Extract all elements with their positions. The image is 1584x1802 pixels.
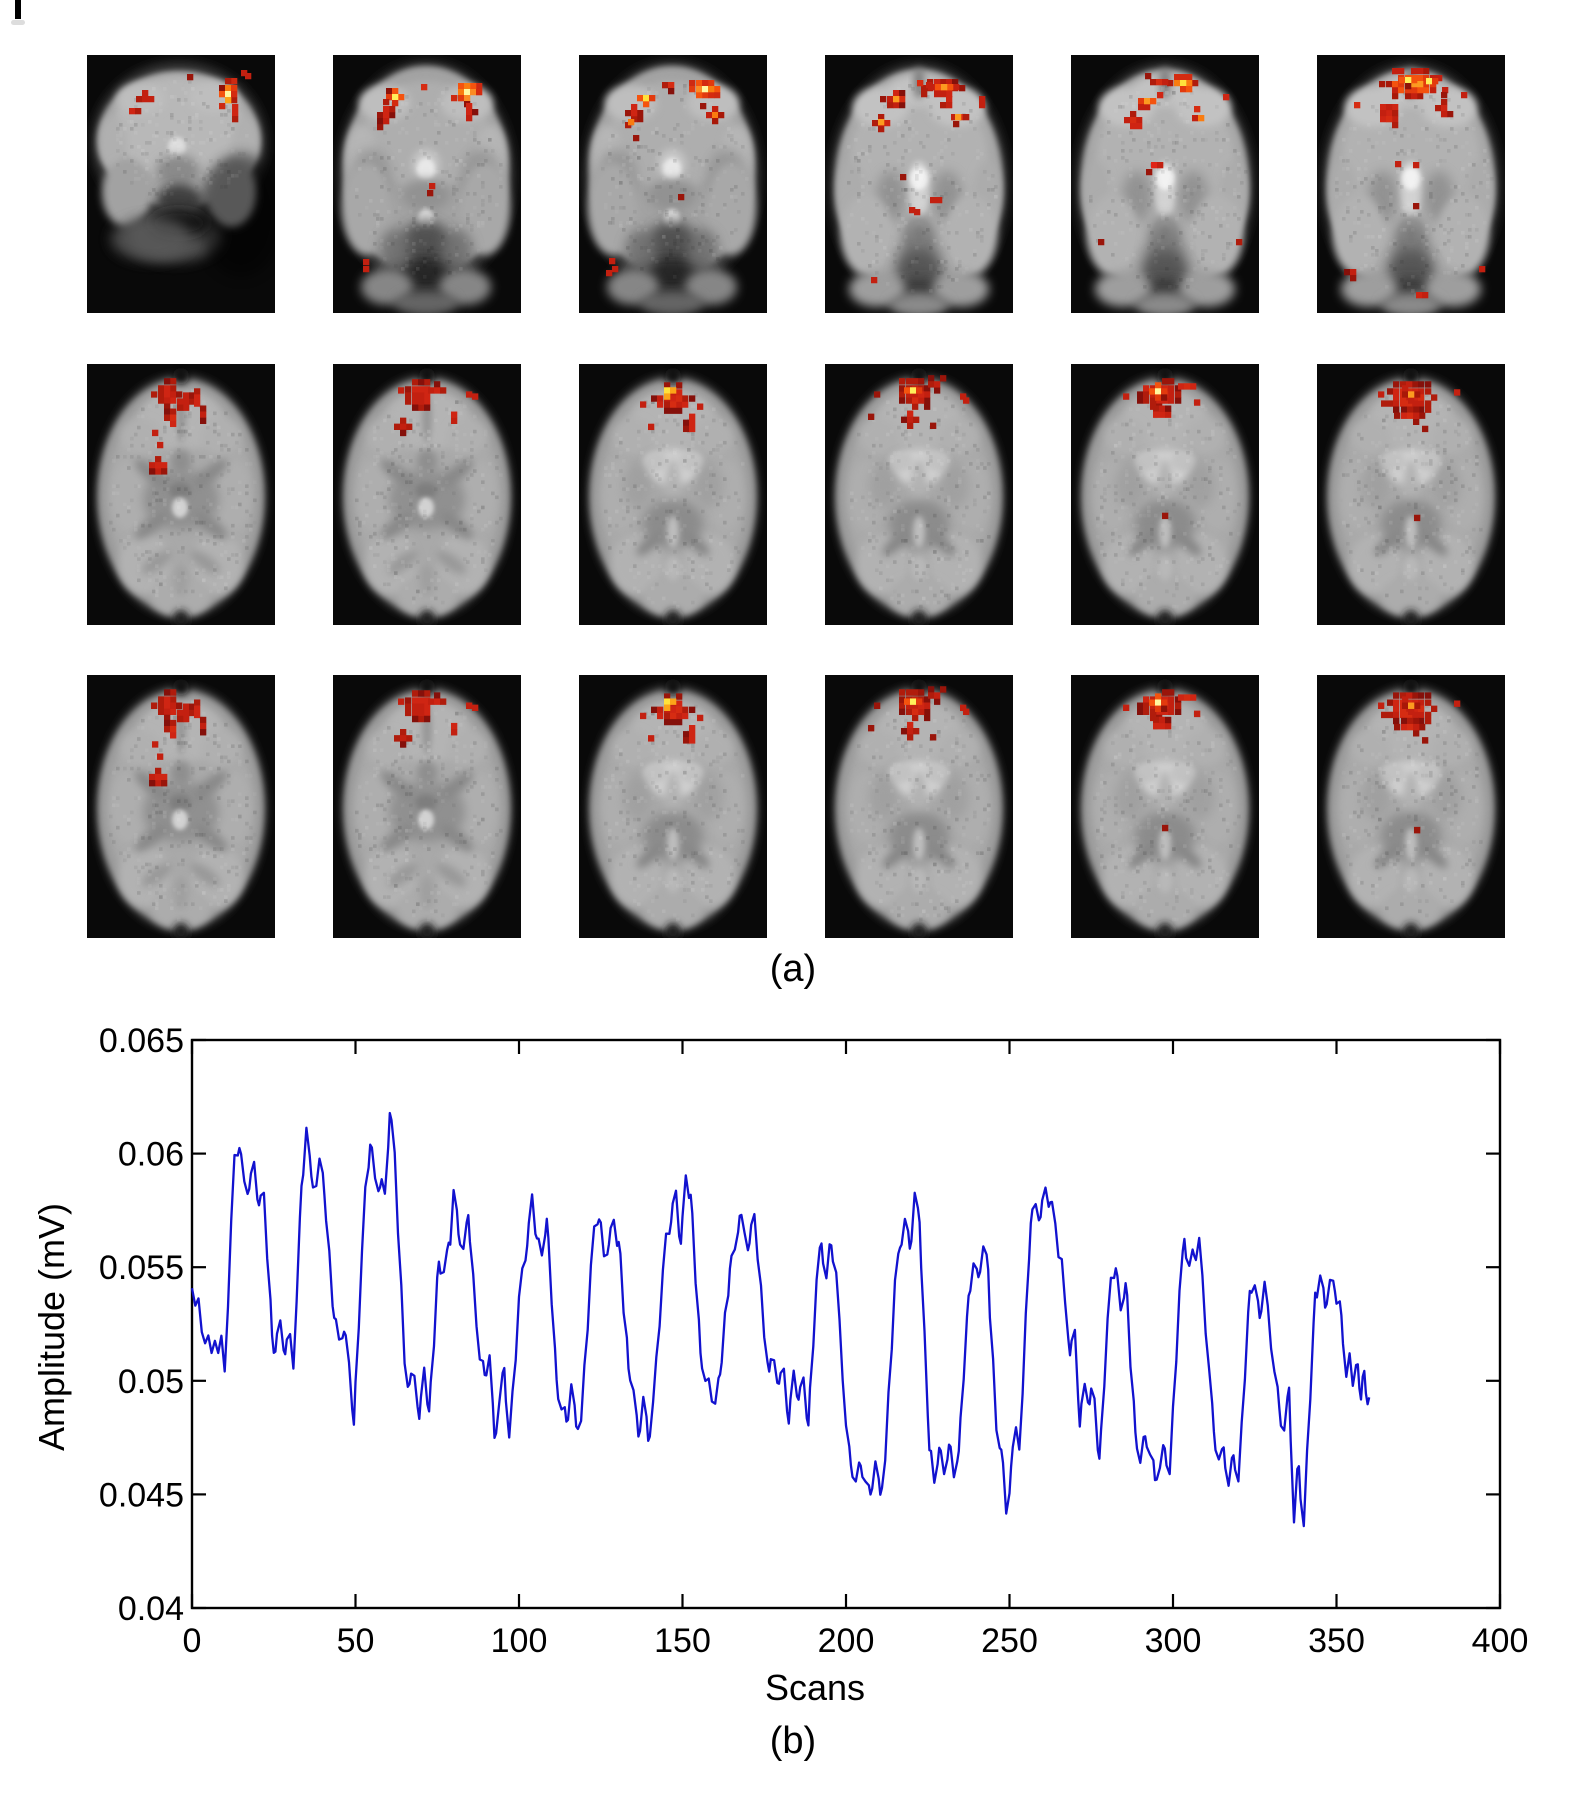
- svg-text:(b): (b): [770, 1720, 816, 1762]
- svg-text:400: 400: [1472, 1622, 1529, 1660]
- svg-text:350: 350: [1308, 1622, 1365, 1660]
- svg-text:0.045: 0.045: [99, 1476, 184, 1514]
- svg-text:0.04: 0.04: [118, 1590, 184, 1628]
- svg-text:300: 300: [1145, 1622, 1202, 1660]
- svg-text:(a): (a): [770, 948, 816, 990]
- svg-text:200: 200: [818, 1622, 875, 1660]
- svg-text:0.055: 0.055: [99, 1249, 184, 1287]
- svg-text:0.065: 0.065: [99, 1022, 184, 1060]
- svg-text:250: 250: [981, 1622, 1038, 1660]
- svg-text:100: 100: [491, 1622, 548, 1660]
- svg-text:150: 150: [654, 1622, 711, 1660]
- svg-text:0.05: 0.05: [118, 1363, 184, 1401]
- svg-text:0.06: 0.06: [118, 1136, 184, 1174]
- svg-text:Amplitude (mV): Amplitude (mV): [31, 1203, 72, 1451]
- svg-text:50: 50: [337, 1622, 375, 1660]
- svg-text:0: 0: [183, 1622, 202, 1660]
- svg-text:Scans: Scans: [765, 1667, 865, 1708]
